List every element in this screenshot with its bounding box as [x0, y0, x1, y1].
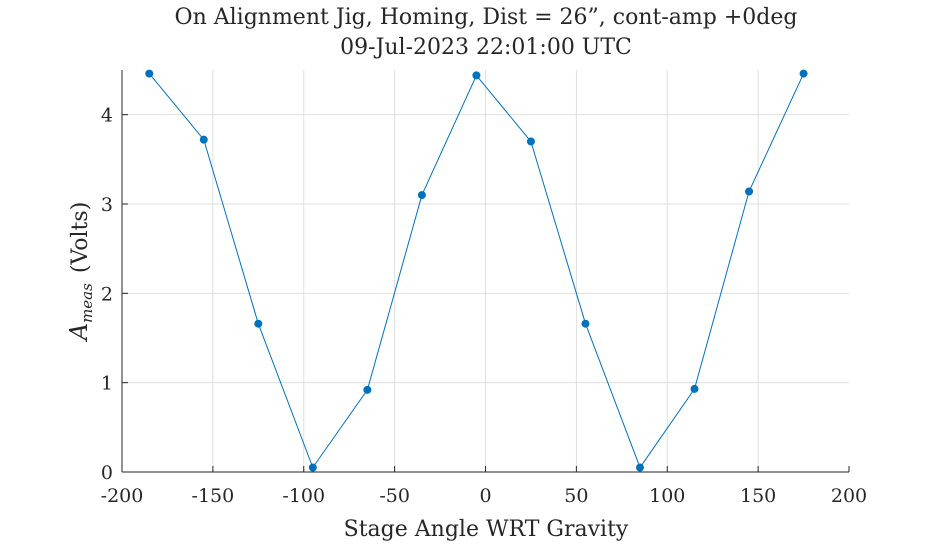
y-axis-label-sub: meas — [78, 283, 96, 323]
data-point — [363, 385, 372, 394]
grid — [122, 70, 849, 472]
data-point — [199, 135, 208, 144]
x-tick-label: -200 — [101, 485, 144, 507]
data-point — [745, 187, 754, 196]
x-tick-label: -150 — [192, 485, 235, 507]
data-point — [308, 463, 317, 472]
x-tick-label: -50 — [379, 485, 410, 507]
chart-subtitle: 09-Jul-2023 22:01:00 UTC — [340, 35, 632, 60]
x-tick-label: 200 — [831, 485, 867, 507]
x-tick-label: 50 — [564, 485, 588, 507]
y-axis-label: Ameas (Volts) — [65, 202, 96, 343]
y-tick-label: 4 — [101, 105, 113, 127]
y-tick-label: 0 — [101, 462, 113, 484]
data-point — [472, 71, 481, 80]
x-tick-label: -100 — [282, 485, 325, 507]
data-point — [254, 319, 263, 328]
chart-title: On Alignment Jig, Homing, Dist = 26”, co… — [175, 5, 798, 30]
y-tick-label: 3 — [101, 194, 113, 216]
x-tick-label: 150 — [740, 485, 776, 507]
data-point — [145, 69, 154, 78]
tick-labels: -200 -150 -100 -50 0 50 100 150 200 0 1 2 3 4 — [101, 105, 867, 507]
y-axis-label-unit: (Volts) — [68, 202, 93, 273]
y-tick-label: 1 — [101, 373, 113, 395]
series-polyline — [148, 73, 805, 469]
data-point — [581, 319, 590, 328]
data-point — [799, 69, 808, 78]
axes — [121, 70, 850, 473]
x-tick-label: 0 — [479, 485, 491, 507]
data-point — [417, 191, 426, 200]
data-point — [635, 463, 644, 472]
data-point — [526, 137, 535, 146]
data-point — [690, 384, 699, 393]
x-tick-label: 100 — [649, 485, 685, 507]
x-axis-label: Stage Angle WRT Gravity — [344, 517, 629, 542]
y-axis-label-main: A — [65, 323, 93, 342]
series-line — [145, 69, 808, 472]
y-tick-label: 2 — [101, 283, 113, 305]
